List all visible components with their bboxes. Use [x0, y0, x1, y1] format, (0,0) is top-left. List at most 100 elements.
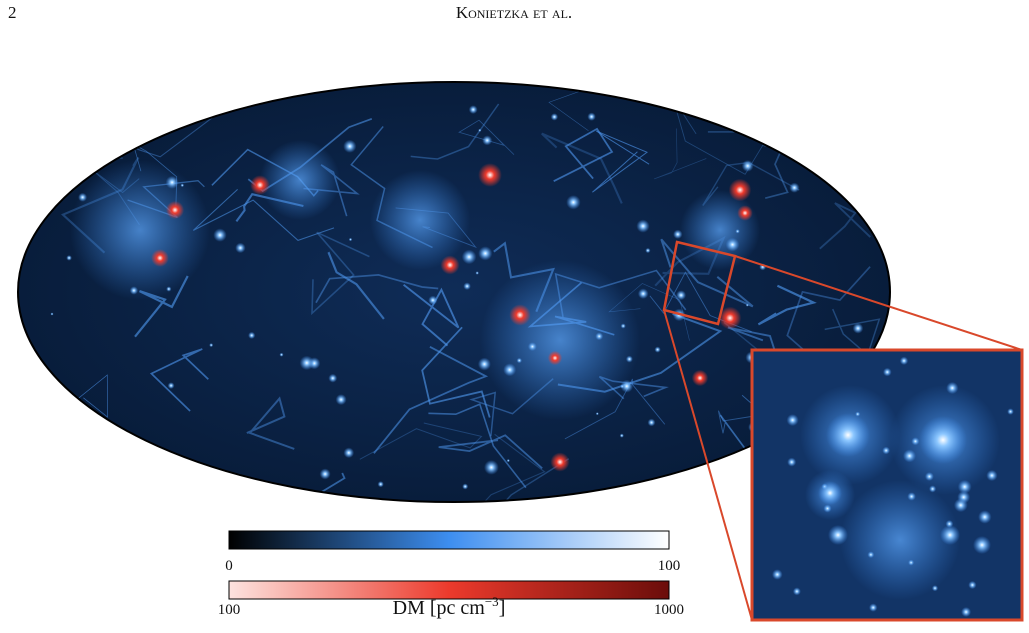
- knot: [827, 103, 833, 108]
- colorbar: [228, 530, 670, 550]
- knot: [516, 357, 522, 364]
- knot: [180, 183, 185, 188]
- knot: [235, 242, 246, 254]
- knot: [319, 468, 331, 480]
- filament: [403, 284, 460, 347]
- knot: [625, 355, 633, 363]
- zoom-inset: [752, 350, 1022, 620]
- knot: [475, 271, 479, 275]
- knot: [673, 229, 683, 239]
- knot: [726, 112, 738, 123]
- knot: [527, 342, 537, 352]
- filament: [717, 410, 759, 434]
- knot: [792, 587, 801, 596]
- filament: [458, 119, 515, 155]
- knot: [52, 176, 62, 185]
- knot: [957, 479, 972, 494]
- knot: [83, 442, 97, 456]
- knot: [787, 457, 797, 467]
- knot: [484, 460, 499, 475]
- filament: [165, 82, 226, 123]
- knot: [343, 447, 355, 459]
- page-number: 2: [8, 3, 17, 22]
- bright-core: [973, 536, 991, 554]
- label-close: ]: [499, 597, 506, 619]
- knot: [924, 472, 934, 481]
- hot-spot: [737, 205, 753, 221]
- knot: [968, 580, 977, 590]
- filament: [421, 326, 491, 418]
- filament: [592, 130, 650, 193]
- knot: [619, 433, 624, 438]
- knot: [1007, 408, 1014, 415]
- filament: [101, 82, 206, 109]
- knot: [676, 290, 687, 301]
- knot: [786, 414, 799, 427]
- knot: [468, 105, 478, 114]
- hot-spot: [165, 200, 185, 220]
- knot: [214, 101, 224, 110]
- zoom-region: [662, 240, 737, 326]
- filament: [792, 82, 865, 120]
- zoom-connector: [734, 255, 1023, 351]
- knot: [63, 442, 74, 453]
- bright-core: [940, 525, 960, 545]
- knot: [725, 237, 740, 252]
- knot: [587, 112, 596, 121]
- filament: [410, 103, 500, 160]
- colorbar-tick-label: 100: [658, 558, 681, 574]
- label-text: DM [pc cm: [393, 597, 486, 619]
- knot: [478, 246, 493, 261]
- knot: [78, 192, 88, 202]
- halo: [370, 170, 470, 270]
- knot: [348, 237, 353, 242]
- filament: [18, 431, 53, 463]
- knot: [105, 124, 115, 133]
- filament: [327, 251, 385, 320]
- knot: [44, 467, 59, 481]
- knot: [595, 412, 599, 416]
- knot: [735, 229, 740, 234]
- colorbar-label: DM [pc cm−3]: [393, 594, 506, 619]
- knot: [867, 551, 875, 559]
- knot: [209, 343, 214, 348]
- knot: [106, 128, 110, 132]
- knot: [595, 332, 604, 341]
- filament: [777, 86, 801, 139]
- halo: [480, 260, 640, 420]
- running-head: Konietzka et al.: [456, 3, 572, 22]
- knot: [248, 331, 256, 339]
- knot: [852, 323, 864, 334]
- filament: [786, 266, 871, 371]
- filament: [564, 378, 666, 440]
- halo: [260, 140, 340, 220]
- filament: [757, 284, 817, 326]
- knot: [66, 255, 72, 261]
- filament: [428, 403, 527, 489]
- knot: [929, 485, 937, 493]
- knot: [883, 367, 892, 377]
- label-superscript: −3: [485, 594, 499, 609]
- knot: [654, 346, 661, 353]
- knot: [129, 286, 139, 295]
- filament: [359, 422, 483, 460]
- knot: [213, 228, 227, 242]
- bright-core: [826, 413, 870, 457]
- filament: [660, 238, 754, 308]
- knot: [335, 394, 347, 406]
- knot: [506, 459, 510, 463]
- filament: [373, 346, 489, 454]
- colorbar-tick-label: 100: [218, 602, 241, 618]
- bright-core: [828, 525, 848, 545]
- knot: [620, 379, 634, 393]
- knot: [70, 414, 79, 423]
- sky-background: [18, 82, 890, 502]
- knot: [931, 585, 939, 592]
- colorbar-tick-label: 1000: [654, 602, 684, 618]
- knot: [852, 169, 856, 173]
- knot: [279, 352, 284, 357]
- knot: [978, 510, 992, 524]
- colorbar: [228, 580, 670, 600]
- filament: [553, 127, 614, 183]
- knot: [39, 101, 51, 113]
